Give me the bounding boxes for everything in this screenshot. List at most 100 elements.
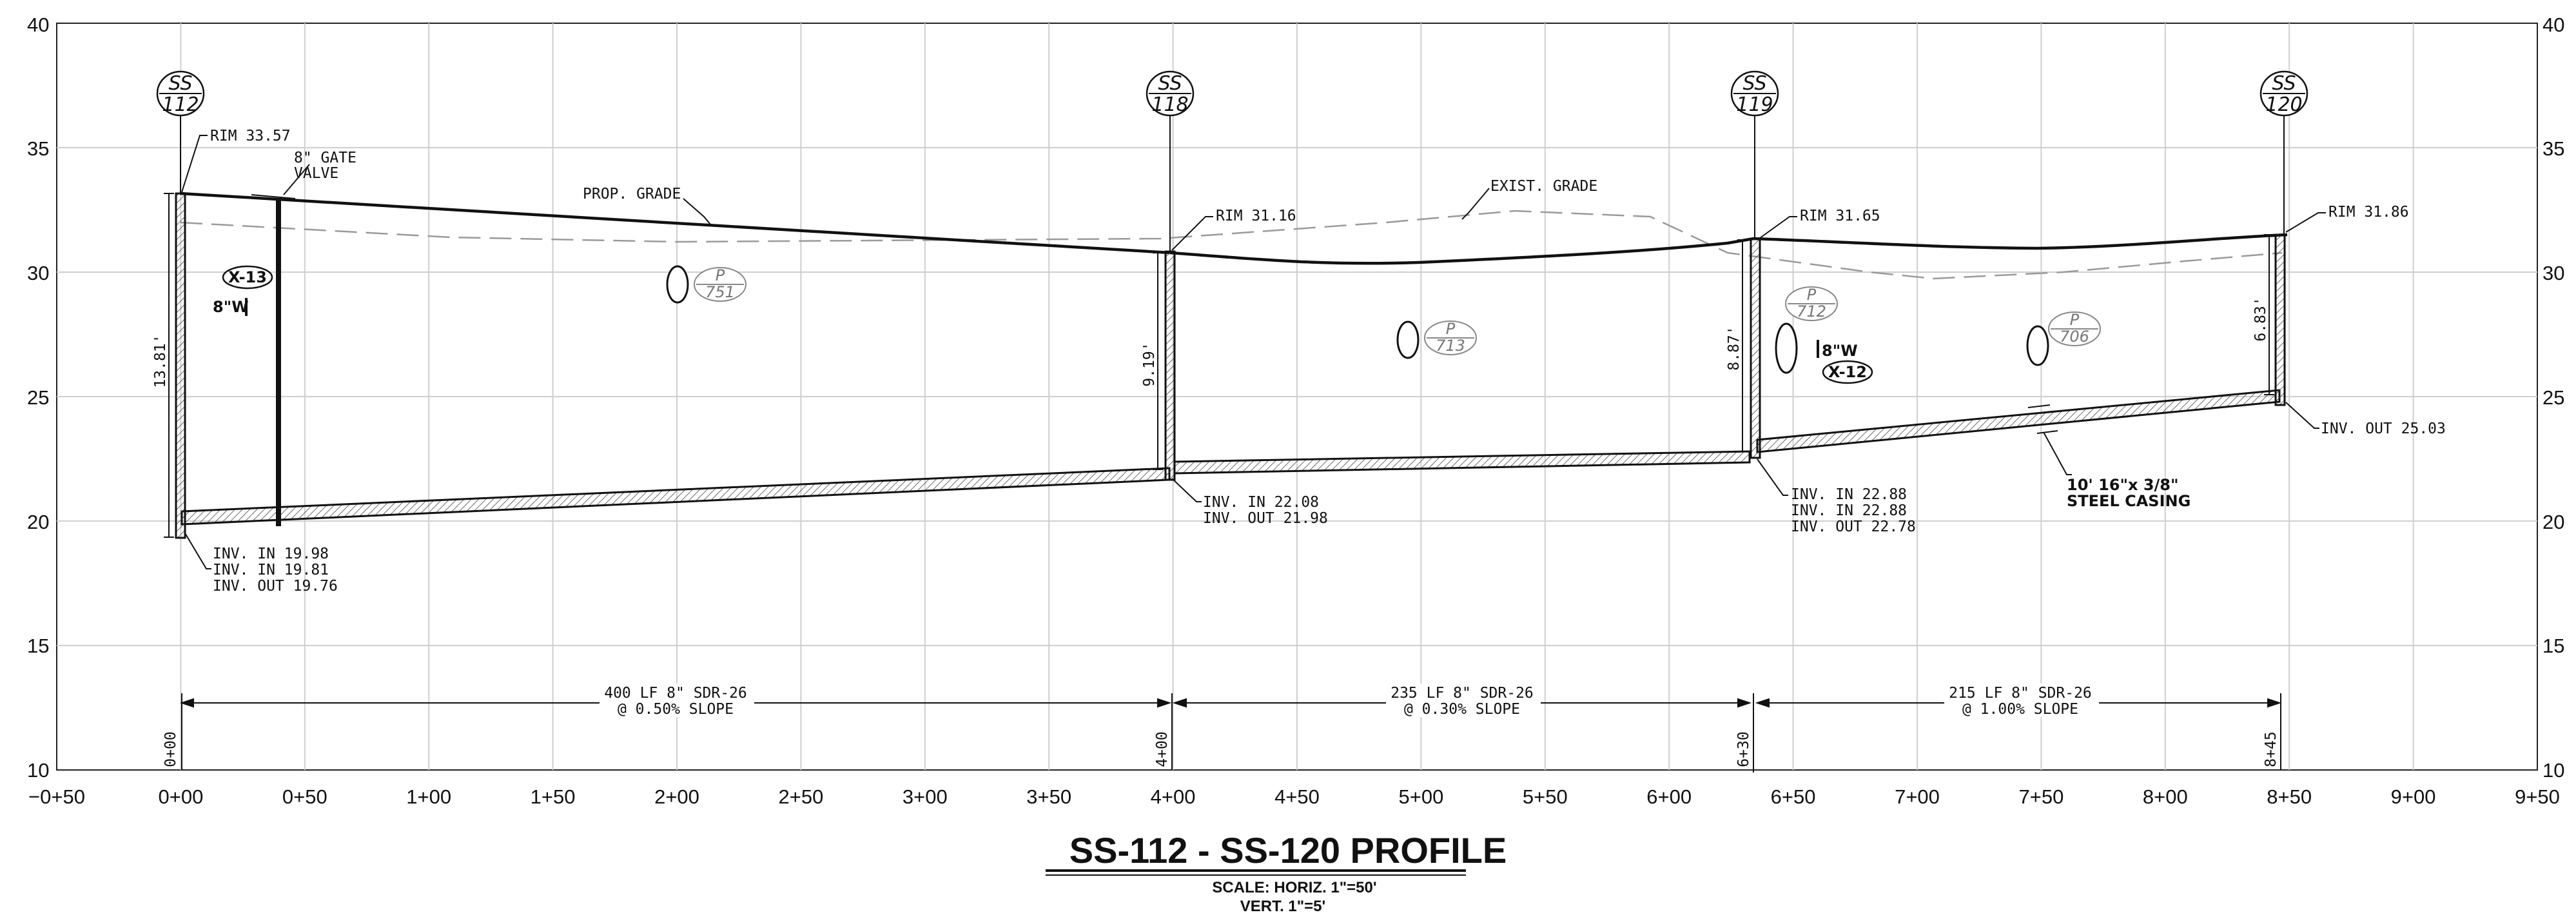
run-slope-label: @ 0.30% SLOPE [1404, 701, 1520, 718]
y-tick-label: 15 [27, 635, 49, 657]
manhole-ss112 [175, 192, 186, 539]
x-tick-label: 1+50 [531, 785, 576, 808]
run-length-label: 215 LF 8" SDR-26 [1949, 685, 2092, 702]
depth-label: 6.83' [2252, 297, 2269, 341]
x-tick-label: 5+50 [1523, 785, 1568, 808]
y-tick-label: 40 [27, 14, 49, 36]
y-axis-left: 40 35 30 25 20 15 10 [27, 14, 49, 782]
prop-grade-label: PROP. GRADE [583, 186, 681, 202]
station-label: 0+00 [162, 731, 179, 767]
x-tick-label: 8+50 [2267, 785, 2312, 808]
y-tick-label: 20 [2542, 511, 2564, 533]
grid [56, 23, 2538, 771]
crossing-x13: X-13 8"W [213, 265, 273, 316]
x-tick-label: 5+00 [1398, 785, 1443, 808]
run-slope-label: @ 0.50% SLOPE [618, 701, 734, 718]
steel-casing [2027, 404, 2072, 475]
x-tick-label: 1+00 [406, 785, 451, 808]
gate-valve-label: VALVE [294, 165, 338, 182]
station-label: 8+45 [2263, 731, 2279, 767]
proposed-grade-line [180, 192, 2288, 265]
rim-label: RIM 31.86 [2328, 204, 2409, 221]
manhole-ss119 [1750, 237, 1761, 459]
p-tag-712: P 712 [1775, 286, 1838, 374]
invert-label: INV. IN 22.88 [1791, 486, 1907, 503]
y-tick-label: 25 [27, 386, 49, 409]
y-tick-label: 10 [27, 759, 49, 782]
y-tick-label: 15 [2542, 635, 2564, 657]
p-tag-bottom: 713 [1436, 337, 1465, 355]
y-tick-label: 30 [2542, 262, 2564, 284]
ss112-bubble: SS 112 [156, 70, 205, 195]
invert-leaders [184, 402, 2319, 569]
gate-valve-label: 8" GATE [294, 150, 356, 166]
x-tick-label: 0+50 [282, 785, 327, 808]
p-tag-bottom: 712 [1797, 302, 1826, 320]
invert-label: INV. IN 19.81 [213, 562, 329, 578]
run-length-label: 400 LF 8" SDR-26 [604, 685, 747, 702]
x-tick-label: 9+00 [2391, 785, 2436, 808]
crossing-tag: X-12 [1828, 363, 1867, 381]
station-label: 4+00 [1154, 731, 1171, 767]
prop-grade-leader [683, 198, 711, 225]
ss119-bubble: SS 119 [1730, 70, 1779, 240]
gate-valve [251, 164, 310, 526]
run-label-bg [600, 684, 754, 717]
p-tag-bottom: 751 [705, 283, 735, 301]
bubble-bottom: 120 [2265, 94, 2302, 116]
y-tick-label: 40 [2542, 14, 2564, 36]
invert-label: INV. IN 19.98 [213, 546, 329, 562]
x-tick-label: −0+50 [28, 785, 85, 808]
x-tick-label: 9+50 [2515, 785, 2560, 808]
y-tick-label: 25 [2542, 386, 2564, 409]
bubble-bottom: 118 [1151, 94, 1188, 116]
existing-grade-line [180, 210, 2283, 280]
bubble-top: SS [1742, 72, 1766, 95]
crossing-tag: X-13 [228, 268, 267, 286]
x-tick-label: 0+00 [158, 785, 203, 808]
ss120-bubble: SS 120 [2259, 70, 2308, 235]
crossing-label: 8"W [213, 298, 249, 316]
exist-grade-leader [1461, 188, 1490, 220]
pipe-run-1 [181, 467, 1171, 526]
rim-leaders [181, 135, 2326, 251]
x-tick-label: 4+00 [1151, 785, 1196, 808]
x-tick-label: 7+00 [1895, 785, 1940, 808]
casing-label: 10' 16"x 3/8" [2067, 476, 2179, 494]
pipe-run-2 [1173, 450, 1751, 475]
p-tag-top: P [1446, 320, 1456, 338]
x-tick-label: 4+50 [1274, 785, 1320, 808]
scale-vertical: VERT. 1"=5' [1240, 898, 1325, 915]
run-length-label: 235 LF 8" SDR-26 [1390, 685, 1534, 702]
x-tick-label: 3+50 [1026, 785, 1071, 808]
crossing-x12: X-12 8"W [1817, 340, 1873, 384]
y-tick-label: 35 [27, 137, 49, 160]
ss118-bubble: SS 118 [1146, 70, 1195, 253]
p-tag-top: P [1807, 286, 1817, 304]
bubble-top: SS [2272, 72, 2296, 95]
bubble-top: SS [1158, 72, 1182, 95]
y-axis-right: 40 35 30 25 20 15 10 [2542, 14, 2564, 782]
x-tick-label: 3+00 [903, 785, 948, 808]
crossing-label: 8"W [1822, 342, 1858, 360]
casing-label: STEEL CASING [2067, 492, 2191, 510]
depth-label: 13.81' [152, 334, 169, 388]
invert-label: INV. OUT 22.78 [1791, 518, 1916, 535]
rim-label: RIM 31.65 [1800, 208, 1880, 224]
station-label: 6+30 [1735, 731, 1752, 767]
x-tick-label: 6+50 [1771, 785, 1816, 808]
invert-label: INV. OUT 19.76 [213, 578, 338, 595]
p-tag-751: P 751 [666, 265, 746, 304]
p-tag-top: P [716, 266, 725, 284]
x-tick-label: 6+00 [1646, 785, 1692, 808]
p-tag-706: P 706 [2026, 311, 2101, 366]
x-tick-label: 8+00 [2143, 785, 2188, 808]
p-tag-713: P 713 [1396, 320, 1477, 359]
p-tag-bottom: 706 [2060, 328, 2089, 346]
drawing-title: SS-112 - SS-120 PROFILE [1069, 830, 1507, 871]
p-tag-top: P [2070, 311, 2080, 329]
bubble-bottom: 112 [162, 94, 199, 116]
pipe-run-3 [1756, 389, 2281, 453]
invert-label: INV. IN 22.08 [1203, 494, 1319, 511]
